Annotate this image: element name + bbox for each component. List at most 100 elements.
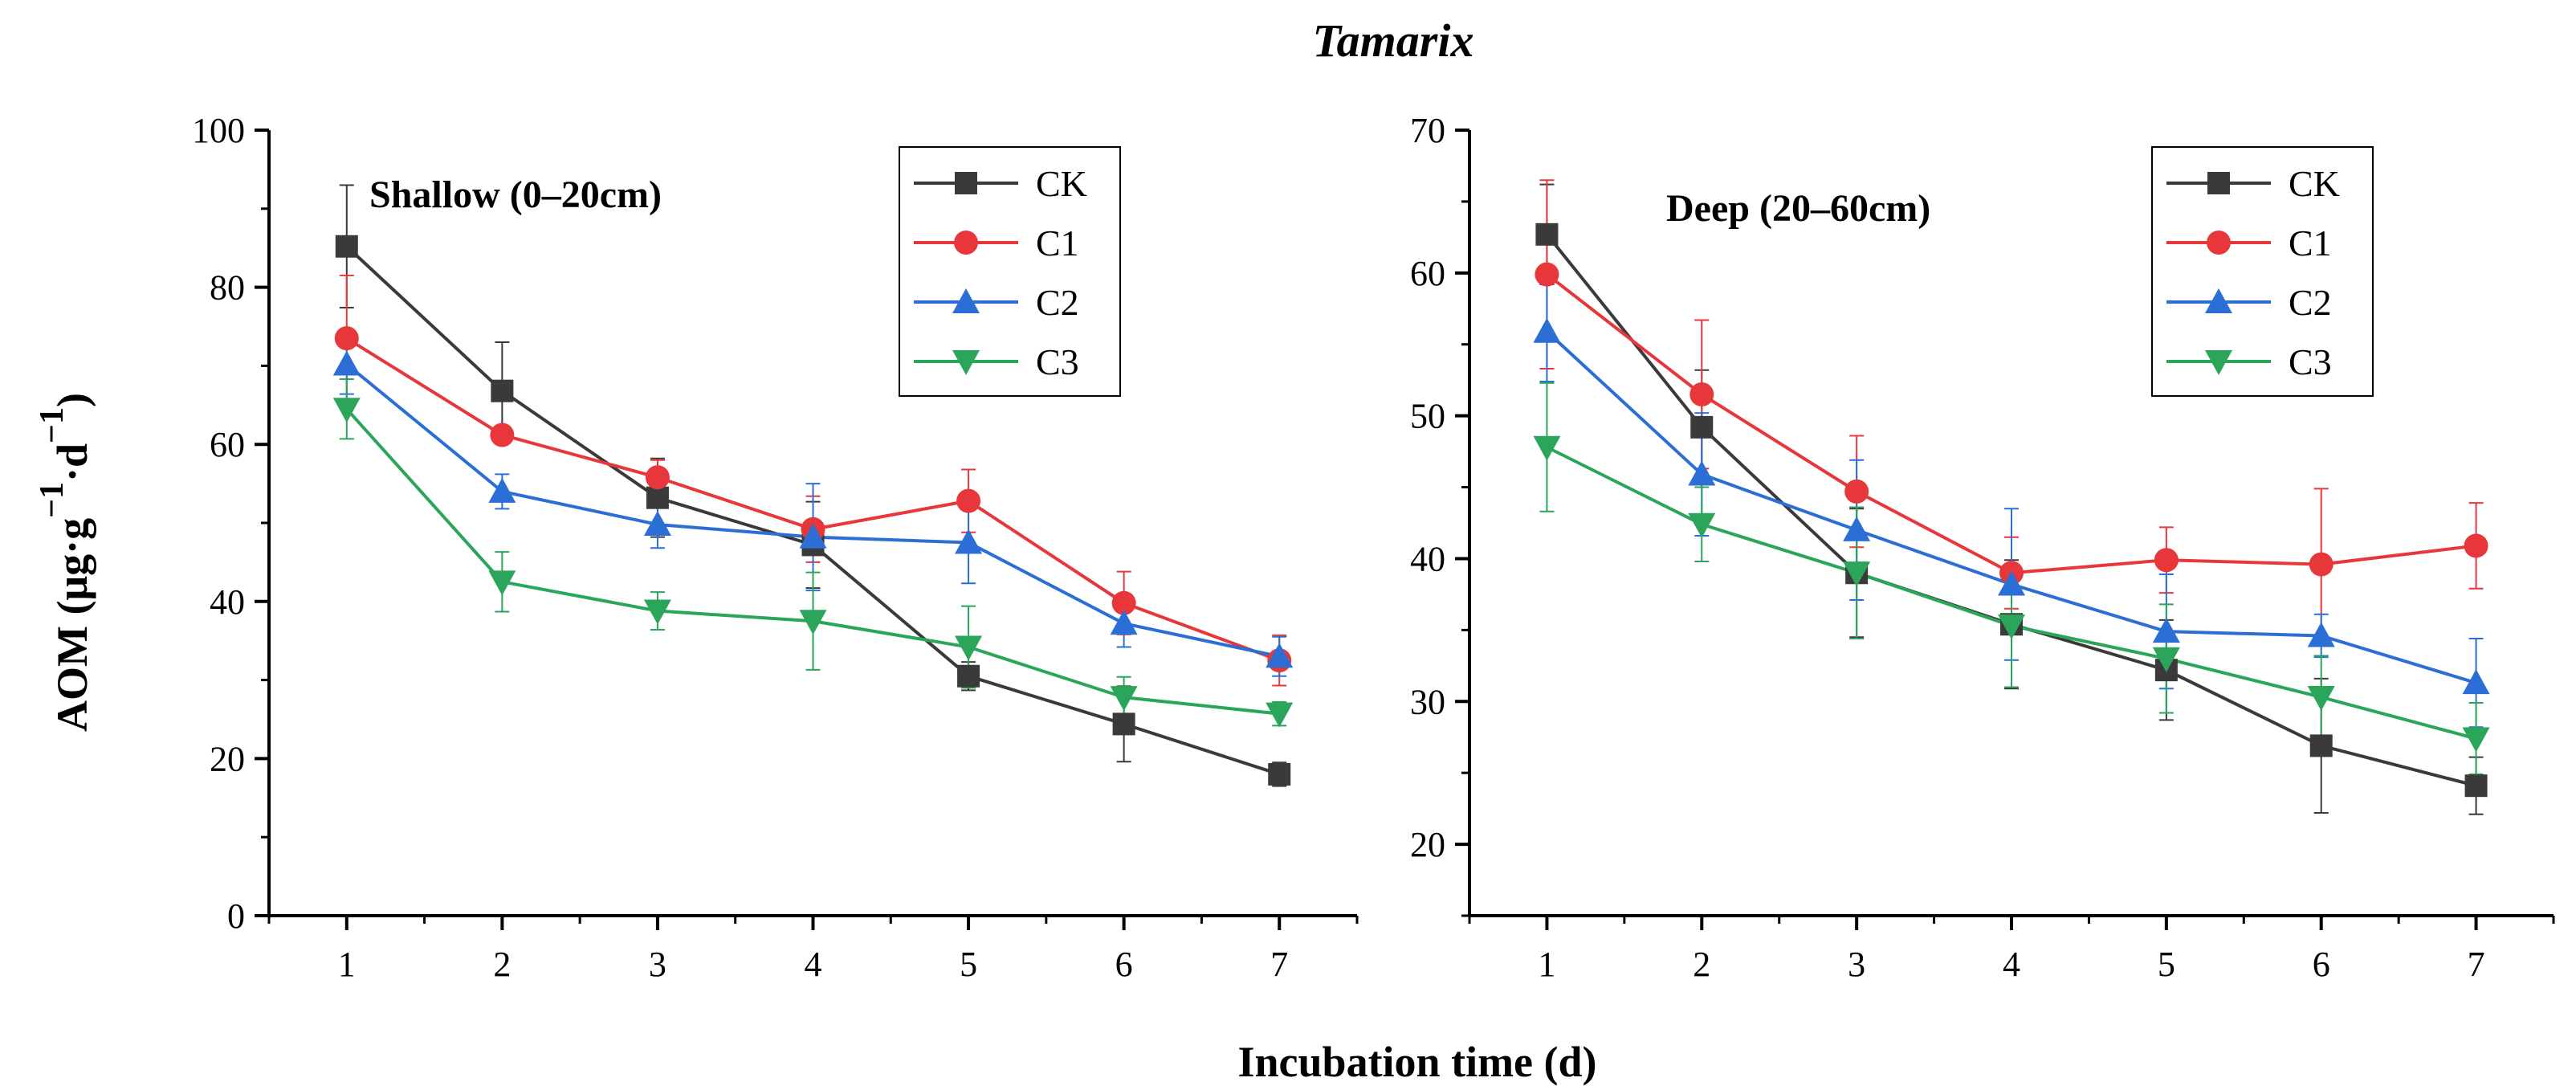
y-tick-label: 60 — [210, 425, 245, 464]
data-point-ck — [335, 235, 358, 258]
x-tick-label: 3 — [1848, 945, 1865, 984]
data-point-c3 — [1110, 686, 1138, 712]
data-point-c2 — [643, 510, 671, 536]
legend-label-ck: CK — [2289, 163, 2340, 204]
data-point-c2 — [1533, 317, 1561, 343]
data-point-c2 — [1843, 516, 1871, 541]
data-point-c3 — [1688, 512, 1716, 538]
legend-marker-ck — [2207, 172, 2230, 194]
data-point-c3 — [1998, 614, 2025, 640]
y-tick-label: 30 — [1410, 682, 1445, 721]
data-point-c2 — [1688, 460, 1716, 486]
y-tick-label: 50 — [1410, 397, 1445, 436]
data-point-ck — [646, 486, 669, 509]
legend-label-c3: C3 — [2289, 341, 2332, 382]
data-point-c1 — [1689, 382, 1714, 406]
data-point-c3 — [1266, 702, 1294, 728]
legend-marker-c3 — [952, 350, 980, 375]
data-point-c2 — [1266, 643, 1294, 668]
data-point-c2 — [1998, 570, 2025, 596]
legend-label-c1: C1 — [2289, 222, 2332, 263]
x-tick-label: 6 — [2313, 945, 2330, 984]
x-tick-label: 2 — [1693, 945, 1710, 984]
legend-marker-c1 — [2207, 231, 2231, 255]
y-tick-label: 20 — [1410, 825, 1445, 864]
data-point-ck — [491, 379, 514, 402]
legend-label-c1: C1 — [1036, 222, 1079, 263]
legend-marker-c2 — [952, 288, 980, 313]
y-axis-title-main: AOM (μg·g — [48, 518, 96, 732]
y-axis-title-mid: ·d — [48, 443, 96, 482]
x-tick-label: 1 — [338, 945, 356, 984]
panel-label: Deep (20–60cm) — [1666, 187, 1930, 230]
panel-label: Shallow (0–20cm) — [369, 174, 662, 216]
legend-box — [2151, 146, 2374, 397]
x-tick-label: 1 — [1538, 945, 1555, 984]
data-point-c3 — [1533, 435, 1561, 461]
legend-label-c2: C2 — [1036, 282, 1079, 323]
legend: CK C1 C2 C3 — [2151, 146, 2374, 397]
data-point-c3 — [2307, 685, 2335, 711]
x-tick-label: 2 — [493, 945, 511, 984]
data-point-c3 — [1843, 561, 1871, 587]
y-tick-label: 40 — [210, 582, 245, 622]
y-axis-title-sup1: −1 — [34, 482, 71, 518]
x-tick-label: 3 — [649, 945, 666, 984]
legend-box — [899, 146, 1121, 397]
y-tick-label: 80 — [210, 268, 245, 308]
legend-label-c2: C2 — [2289, 282, 2332, 323]
legend: CK C1 C2 C3 — [899, 146, 1121, 397]
data-point-c2 — [488, 477, 516, 503]
data-point-c1 — [2309, 552, 2333, 577]
x-tick-label: 6 — [1115, 945, 1133, 984]
data-point-c2 — [2307, 622, 2335, 647]
data-point-c3 — [2152, 647, 2180, 672]
data-point-c1 — [1111, 590, 1136, 615]
data-point-ck — [1112, 712, 1135, 736]
data-point-c1 — [490, 423, 515, 447]
y-axis-title: AOM (μg·g−1·d−1) — [34, 393, 96, 732]
y-tick-label: 60 — [1410, 254, 1445, 293]
data-point-c1 — [2154, 548, 2179, 573]
data-point-c2 — [1110, 610, 1138, 635]
data-point-c3 — [332, 398, 361, 423]
data-point-c3 — [955, 635, 983, 661]
x-tick-label: 4 — [805, 945, 822, 984]
legend-label-ck: CK — [1036, 163, 1087, 204]
y-axis-title-end: ) — [48, 393, 96, 407]
y-tick-label: 40 — [1410, 539, 1445, 578]
figure-title: Tamarix — [1313, 14, 1474, 67]
data-point-c2 — [332, 350, 361, 376]
x-tick-label: 7 — [1270, 945, 1288, 984]
data-point-ck — [2309, 734, 2333, 757]
legend-marker-ck — [955, 172, 977, 194]
data-point-ck — [957, 664, 980, 688]
data-point-c1 — [1535, 262, 1559, 287]
data-point-ck — [2464, 774, 2488, 798]
data-point-c3 — [488, 570, 516, 596]
data-point-c3 — [799, 610, 827, 635]
legend-marker-c2 — [2205, 288, 2232, 313]
legend-label-c3: C3 — [1036, 341, 1079, 382]
data-point-ck — [1268, 762, 1291, 786]
data-point-c1 — [2464, 533, 2488, 558]
data-point-c1 — [645, 465, 670, 490]
data-point-c2 — [2462, 669, 2490, 695]
y-axis-title-sup2: −1 — [34, 407, 71, 443]
y-tick-label: 100 — [192, 111, 245, 150]
legend-marker-c1 — [954, 231, 978, 255]
y-axis-title-group: AOM (μg·g−1·d−1) — [34, 393, 96, 732]
data-point-c1 — [334, 326, 359, 351]
data-point-c3 — [2462, 727, 2490, 753]
data-point-c1 — [1844, 479, 1869, 504]
data-point-c2 — [2152, 618, 2180, 643]
legend-marker-c3 — [2205, 350, 2232, 375]
y-tick-label: 70 — [1410, 111, 1445, 150]
data-point-c2 — [799, 523, 827, 549]
y-tick-label: 0 — [227, 896, 245, 936]
x-tick-label: 5 — [2158, 945, 2175, 984]
x-axis-title: Incubation time (d) — [1237, 1038, 1596, 1086]
